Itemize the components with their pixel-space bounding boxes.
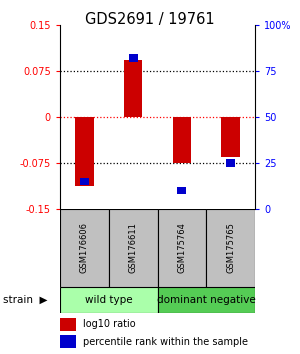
Bar [172, 117, 191, 163]
Text: log10 ratio: log10 ratio [83, 319, 136, 329]
Text: GSM175765: GSM175765 [226, 222, 235, 273]
Bar [80, 178, 89, 185]
Bar [226, 159, 235, 166]
Bar [60, 287, 158, 313]
Text: GSM176606: GSM176606 [80, 222, 89, 273]
Bar [158, 287, 255, 313]
Bar [60, 209, 109, 287]
Text: GSM176611: GSM176611 [129, 222, 138, 273]
Bar [75, 117, 94, 185]
Bar [60, 335, 76, 348]
Bar [109, 209, 158, 287]
Text: GDS2691 / 19761: GDS2691 / 19761 [85, 12, 215, 27]
Text: dominant negative: dominant negative [157, 295, 256, 305]
Bar [221, 117, 240, 157]
Bar [129, 54, 137, 62]
Bar [158, 209, 206, 287]
Bar [206, 209, 255, 287]
Text: strain  ▶: strain ▶ [3, 295, 47, 305]
Bar [178, 187, 186, 194]
Text: GSM175764: GSM175764 [177, 222, 186, 273]
Text: wild type: wild type [85, 295, 133, 305]
Bar [60, 318, 76, 331]
Text: percentile rank within the sample: percentile rank within the sample [83, 337, 248, 347]
Bar [124, 61, 142, 117]
